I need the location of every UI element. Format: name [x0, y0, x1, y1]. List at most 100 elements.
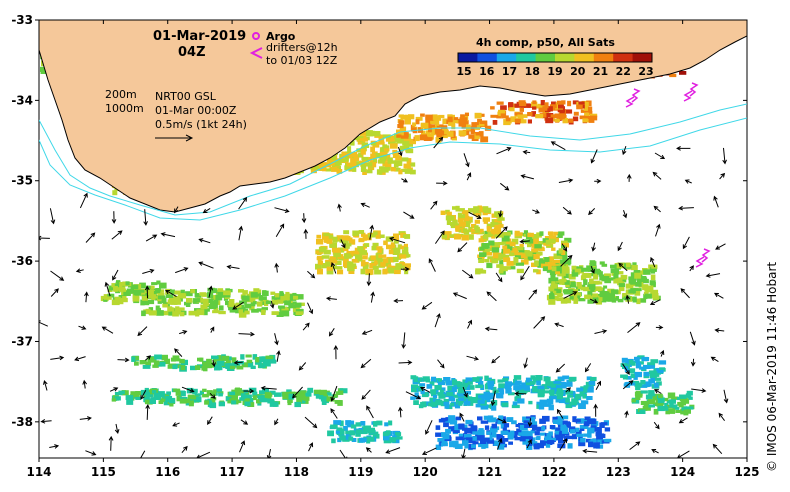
sst-pixel [483, 391, 490, 396]
sst-pixel [365, 269, 372, 274]
sst-pixel [552, 295, 559, 301]
sst-pixel [188, 310, 196, 316]
sst-pixel [114, 296, 121, 303]
sst-pixel [539, 231, 544, 236]
current-vector [232, 301, 244, 310]
sst-pixel [165, 395, 173, 402]
sst-pixel [580, 109, 586, 113]
sst-pixel [528, 400, 533, 405]
sst-pixel [561, 428, 569, 434]
contour-1000-label: 1000m [105, 102, 144, 115]
sst-pixel [542, 266, 548, 272]
colorbar: 4h comp, p50, All Sats 15 16 17 18 19 20 21 22 2… [456, 36, 653, 78]
sst-pixel [452, 430, 460, 434]
sst-pixel [258, 295, 263, 301]
sst-pixel [441, 440, 448, 446]
sst-pixel [653, 382, 659, 388]
current-vector [174, 206, 179, 214]
current-vector [528, 289, 538, 300]
sst-pixel [179, 358, 185, 364]
sst-pixel [662, 407, 669, 411]
sst-pixel [453, 420, 458, 425]
current-vector [718, 412, 725, 421]
sst-pixel [630, 272, 638, 277]
sst-pixel [428, 125, 437, 130]
current-vector [360, 202, 370, 208]
sst-pixel [514, 436, 521, 441]
sst-pixel [208, 391, 216, 395]
current-vector [714, 328, 725, 333]
sst-pixel [475, 268, 484, 273]
sst-pixel [453, 120, 459, 124]
sst-pixel [648, 264, 654, 270]
sst-pixel [643, 371, 650, 377]
sst-pixel [462, 228, 468, 233]
sst-pixel [378, 138, 385, 144]
sst-pixel [527, 241, 532, 248]
sst-pixel [633, 288, 642, 292]
sst-pixel [532, 100, 537, 105]
current-vector [82, 379, 88, 389]
sst-pixel [643, 403, 650, 409]
sst-pixel [634, 291, 641, 296]
sst-pixel [291, 301, 297, 306]
sst-pixel [378, 141, 385, 145]
sst-pixel [555, 269, 560, 275]
current-vector [519, 239, 530, 244]
current-vector [84, 291, 89, 303]
sst-pixel [557, 292, 562, 297]
sst-pixel [501, 235, 510, 242]
current-vector [594, 329, 608, 334]
sst-pixel [180, 289, 185, 294]
sst-pixel [345, 430, 350, 435]
sst-pixel [504, 244, 513, 251]
sst-pixel [404, 269, 409, 275]
sst-pixel [372, 242, 379, 247]
sst-pixel [325, 261, 331, 267]
current-vector [145, 404, 150, 420]
sst-pixel [554, 118, 560, 123]
sst-pixel [250, 292, 258, 298]
sst-pixel [532, 106, 537, 110]
sst-pixel [252, 391, 258, 397]
sst-pixel [648, 404, 656, 408]
sst-pixel [685, 393, 692, 398]
current-vector [689, 331, 696, 346]
sst-pixel [519, 384, 527, 390]
sst-pixel [397, 124, 404, 129]
sst-pixel [318, 260, 323, 265]
sst-pixel [522, 439, 529, 445]
sst-pixel [142, 296, 149, 301]
sst-pixel [434, 128, 443, 134]
current-vector [433, 136, 444, 149]
sst-pixel [213, 357, 219, 363]
sst-pixel [488, 240, 495, 246]
sst-pixel [200, 304, 208, 310]
sst-pixel [268, 359, 277, 364]
sst-pixel [455, 205, 460, 212]
sst-pixel [604, 427, 611, 432]
sst-pixel [384, 422, 389, 427]
sst-pixel [103, 296, 112, 300]
sst-pixel [339, 238, 345, 243]
sst-pixel [213, 299, 219, 305]
sst-pixel [394, 240, 399, 244]
sst-pixel [615, 277, 623, 283]
sst-pixel [470, 228, 476, 232]
sst-pixel [475, 384, 484, 389]
map-date: 01-Mar-2019 [153, 29, 246, 44]
sst-pixel [479, 435, 484, 441]
sst-pixel [481, 437, 490, 442]
current-vector [274, 207, 290, 213]
current-vectors [39, 136, 729, 458]
sst-pixel [372, 158, 377, 163]
sst-pixel [351, 438, 357, 442]
sst-pixel [518, 112, 523, 116]
sst-pixel [484, 230, 490, 237]
sst-pixel [588, 291, 592, 296]
sst-pixel [562, 268, 570, 274]
sst-pixel [484, 259, 490, 263]
sst-pixel [528, 238, 534, 244]
sst-pixel [683, 409, 689, 416]
sst-pixel [601, 263, 608, 267]
